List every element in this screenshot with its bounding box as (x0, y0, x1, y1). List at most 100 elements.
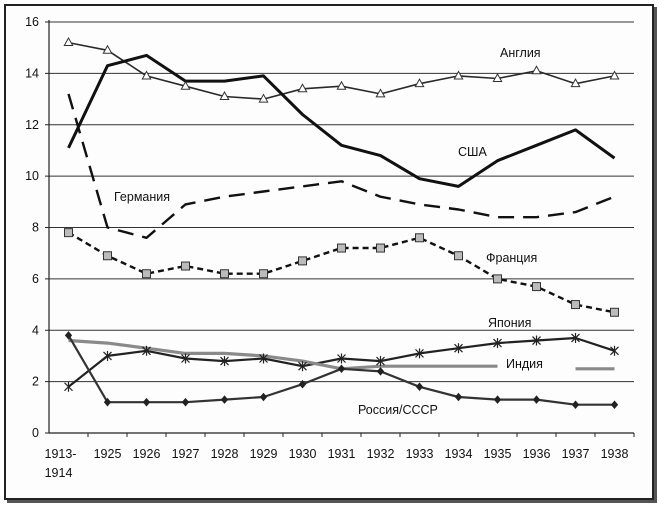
series-6-point-13 (571, 400, 580, 410)
x-tick-label-1: 1925 (94, 447, 122, 461)
series-3-point-2 (142, 269, 151, 279)
series-4-point-6 (298, 361, 307, 372)
series-4-point-10 (454, 343, 463, 354)
series-4-point-12 (532, 335, 541, 346)
series-0-point-0 (63, 37, 74, 47)
series-0-point-11 (492, 72, 503, 83)
series-6-point-6 (298, 379, 307, 389)
x-tick-label-12: 1936 (523, 447, 551, 461)
series-3-point-5 (259, 269, 268, 279)
label-france: Франция (486, 251, 537, 265)
series-0-point-7 (336, 80, 347, 90)
series-0-point-3 (180, 80, 191, 90)
series-0-point-14 (609, 70, 620, 80)
y-tick-label-16: 16 (25, 15, 39, 29)
series-4-point-11 (493, 338, 502, 349)
series-0-point-9 (414, 78, 425, 88)
axes (48, 20, 634, 434)
series-0-point-10 (453, 70, 464, 80)
series-3-point-14 (610, 307, 619, 317)
series-6-point-4 (220, 395, 229, 404)
series-lines (67, 41, 616, 406)
series-line-1 (67, 53, 616, 188)
y-tick-label-2: 2 (32, 375, 39, 389)
series-6-point-2 (142, 397, 151, 407)
series-0-point-5 (258, 93, 269, 103)
y-tick-label-6: 6 (32, 272, 39, 286)
y-tick-label-8: 8 (32, 221, 39, 235)
y-tick-label-4: 4 (32, 323, 39, 337)
x-tick-label-6: 1930 (289, 447, 317, 461)
series-4-point-7 (337, 353, 346, 364)
series-6-point-8 (376, 367, 385, 376)
x-tick-label-3: 1927 (172, 447, 200, 461)
series-4-point-1 (103, 350, 112, 361)
series-markers (63, 37, 620, 410)
series-3-point-7 (337, 243, 346, 253)
series-6-point-0 (64, 331, 73, 340)
x-tick-label-0-line2: 1914 (45, 466, 73, 480)
x-tick-label-8: 1932 (367, 447, 395, 461)
x-tick-label-5: 1929 (250, 447, 278, 461)
series-6-point-9 (415, 382, 424, 392)
x-tick-label-7: 1931 (328, 447, 356, 461)
series-0-point-1 (102, 44, 113, 54)
x-tick-label-9: 1933 (406, 447, 434, 461)
series-6-point-14 (610, 400, 619, 410)
x-tick-label-0: 1913- (45, 447, 77, 461)
series-3-point-1 (103, 251, 112, 261)
x-tick-label-4: 1928 (211, 447, 239, 461)
series-3-point-0 (64, 228, 73, 238)
label-russia: Россия/СССР (358, 403, 438, 417)
series-4-point-13 (571, 332, 580, 343)
series-6-point-5 (259, 392, 268, 402)
x-tick-label-14: 1938 (601, 447, 629, 461)
series-4-point-9 (415, 348, 424, 359)
series-line-5 (68, 338, 615, 371)
y-axis-ticks: 0 2 4 6 8 10 12 14 16 (25, 15, 49, 440)
series-3-point-9 (415, 233, 424, 243)
series-6-point-12 (532, 395, 541, 404)
series-0-point-13 (570, 78, 581, 88)
x-tick-label-2: 1926 (133, 447, 161, 461)
series-3-point-12 (532, 282, 541, 292)
series-4-point-4 (220, 356, 229, 367)
x-tick-label-11: 1935 (484, 447, 512, 461)
label-japan: Япония (488, 316, 531, 330)
x-tick-label-10: 1934 (445, 447, 473, 461)
series-line-2 (67, 93, 615, 239)
x-tick-label-13: 1937 (562, 447, 590, 461)
series-0-point-12 (531, 65, 542, 75)
series-0-point-4 (219, 90, 230, 100)
y-tick-label-14: 14 (25, 66, 39, 80)
y-tick-label-12: 12 (25, 118, 39, 132)
x-axis-ticks: 1913- 1914 1925 1926 1927 1928 1929 1930 1931 193… (45, 433, 635, 480)
label-england: Англия (500, 46, 541, 60)
series-6-point-7 (337, 364, 346, 374)
series-3-point-6 (298, 256, 307, 266)
series-4-point-14 (610, 345, 619, 356)
series-3-point-11 (493, 274, 502, 284)
series-4-point-2 (142, 345, 151, 356)
series-3-point-13 (571, 300, 580, 310)
series-6-point-1 (103, 397, 112, 407)
series-6-point-3 (181, 397, 190, 407)
series-0-point-2 (141, 70, 152, 80)
label-india: Индия (506, 357, 543, 371)
y-tick-label-0: 0 (32, 426, 39, 440)
series-3-point-4 (220, 269, 229, 279)
series-6-point-10 (454, 392, 463, 402)
series-4-point-5 (259, 353, 268, 364)
series-3-point-10 (454, 251, 463, 261)
series-3-point-8 (376, 243, 385, 253)
label-germany: Германия (114, 190, 170, 204)
label-usa: США (458, 145, 487, 159)
series-3-point-3 (181, 261, 190, 271)
series-line-3 (67, 231, 615, 314)
series-labels: Англия США Германия Франция Япония Индия… (114, 46, 543, 417)
y-tick-label-10: 10 (25, 169, 39, 183)
series-0-point-6 (297, 83, 308, 93)
series-4-point-3 (181, 353, 190, 364)
series-6-point-11 (493, 395, 502, 404)
